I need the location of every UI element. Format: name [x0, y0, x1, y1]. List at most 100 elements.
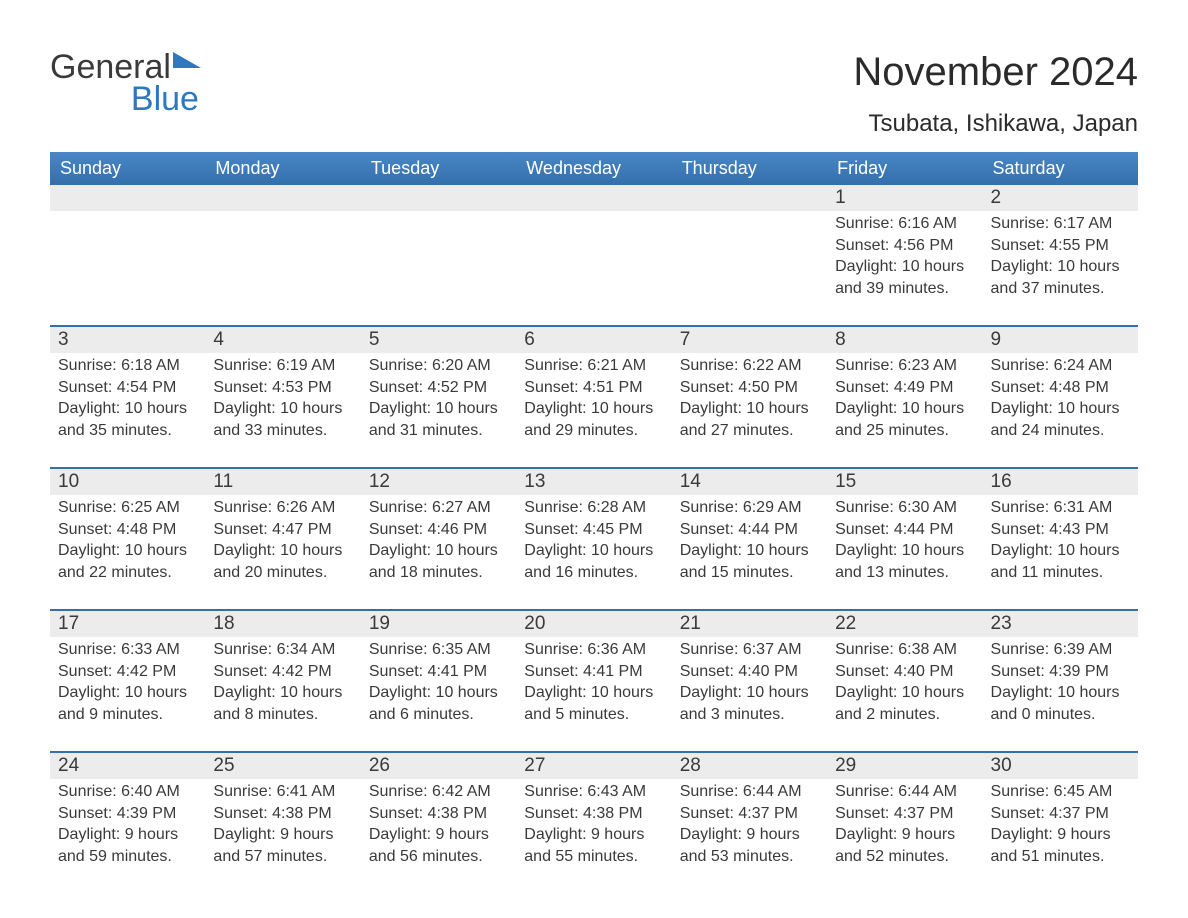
day-of-week-label: Friday: [827, 152, 982, 185]
sunset-text: Sunset: 4:37 PM: [835, 803, 974, 825]
day-cell: [672, 211, 827, 307]
sunrise-text: Sunrise: 6:42 AM: [369, 781, 508, 803]
sunrise-text: Sunrise: 6:22 AM: [680, 355, 819, 377]
day-number: 20: [516, 611, 671, 637]
sunrise-text: Sunrise: 6:28 AM: [524, 497, 663, 519]
sunset-text: Sunset: 4:56 PM: [835, 235, 974, 257]
day-number: 1: [827, 185, 982, 211]
day-number: 4: [205, 327, 360, 353]
day-number-row: 3456789: [50, 327, 1138, 353]
sunset-text: Sunset: 4:43 PM: [991, 519, 1130, 541]
daylight-text: Daylight: 10 hours and 22 minutes.: [58, 540, 197, 583]
day-cell: Sunrise: 6:23 AMSunset: 4:49 PMDaylight:…: [827, 353, 982, 449]
day-number: 22: [827, 611, 982, 637]
day-cell: Sunrise: 6:19 AMSunset: 4:53 PMDaylight:…: [205, 353, 360, 449]
daylight-text: Daylight: 10 hours and 37 minutes.: [991, 256, 1130, 299]
daylight-text: Daylight: 10 hours and 29 minutes.: [524, 398, 663, 441]
sunrise-text: Sunrise: 6:20 AM: [369, 355, 508, 377]
calendar: SundayMondayTuesdayWednesdayThursdayFrid…: [50, 152, 1138, 875]
sunset-text: Sunset: 4:40 PM: [835, 661, 974, 683]
day-cell: Sunrise: 6:26 AMSunset: 4:47 PMDaylight:…: [205, 495, 360, 591]
sunset-text: Sunset: 4:38 PM: [524, 803, 663, 825]
day-cell: Sunrise: 6:36 AMSunset: 4:41 PMDaylight:…: [516, 637, 671, 733]
daylight-text: Daylight: 10 hours and 11 minutes.: [991, 540, 1130, 583]
day-number: 28: [672, 753, 827, 779]
sunrise-text: Sunrise: 6:31 AM: [991, 497, 1130, 519]
sunset-text: Sunset: 4:44 PM: [835, 519, 974, 541]
day-number: 24: [50, 753, 205, 779]
daylight-text: Daylight: 10 hours and 35 minutes.: [58, 398, 197, 441]
day-cell: Sunrise: 6:42 AMSunset: 4:38 PMDaylight:…: [361, 779, 516, 875]
day-number: 9: [983, 327, 1138, 353]
sunset-text: Sunset: 4:52 PM: [369, 377, 508, 399]
day-number: 2: [983, 185, 1138, 211]
sunrise-text: Sunrise: 6:21 AM: [524, 355, 663, 377]
sunset-text: Sunset: 4:48 PM: [58, 519, 197, 541]
day-cell: Sunrise: 6:33 AMSunset: 4:42 PMDaylight:…: [50, 637, 205, 733]
day-cell: Sunrise: 6:39 AMSunset: 4:39 PMDaylight:…: [983, 637, 1138, 733]
daylight-text: Daylight: 10 hours and 13 minutes.: [835, 540, 974, 583]
day-cell: Sunrise: 6:21 AMSunset: 4:51 PMDaylight:…: [516, 353, 671, 449]
sunrise-text: Sunrise: 6:23 AM: [835, 355, 974, 377]
week: 17181920212223Sunrise: 6:33 AMSunset: 4:…: [50, 609, 1138, 733]
sunset-text: Sunset: 4:40 PM: [680, 661, 819, 683]
day-cell: Sunrise: 6:41 AMSunset: 4:38 PMDaylight:…: [205, 779, 360, 875]
title-block: November 2024 Tsubata, Ishikawa, Japan: [853, 50, 1138, 138]
day-number: 17: [50, 611, 205, 637]
daylight-text: Daylight: 10 hours and 2 minutes.: [835, 682, 974, 725]
daylight-text: Daylight: 10 hours and 33 minutes.: [213, 398, 352, 441]
day-body-row: Sunrise: 6:40 AMSunset: 4:39 PMDaylight:…: [50, 779, 1138, 875]
daylight-text: Daylight: 10 hours and 5 minutes.: [524, 682, 663, 725]
day-cell: Sunrise: 6:22 AMSunset: 4:50 PMDaylight:…: [672, 353, 827, 449]
day-cell: Sunrise: 6:35 AMSunset: 4:41 PMDaylight:…: [361, 637, 516, 733]
header: General Blue November 2024 Tsubata, Ishi…: [50, 50, 1138, 138]
day-cell: [50, 211, 205, 307]
daylight-text: Daylight: 9 hours and 52 minutes.: [835, 824, 974, 867]
sunrise-text: Sunrise: 6:44 AM: [680, 781, 819, 803]
day-of-week-label: Wednesday: [516, 152, 671, 185]
sunset-text: Sunset: 4:45 PM: [524, 519, 663, 541]
day-cell: [361, 211, 516, 307]
day-number-row: 24252627282930: [50, 753, 1138, 779]
day-cell: Sunrise: 6:40 AMSunset: 4:39 PMDaylight:…: [50, 779, 205, 875]
flag-icon: [173, 52, 201, 68]
day-cell: Sunrise: 6:25 AMSunset: 4:48 PMDaylight:…: [50, 495, 205, 591]
day-number: 8: [827, 327, 982, 353]
day-cell: Sunrise: 6:43 AMSunset: 4:38 PMDaylight:…: [516, 779, 671, 875]
day-cell: Sunrise: 6:37 AMSunset: 4:40 PMDaylight:…: [672, 637, 827, 733]
day-number-row: 17181920212223: [50, 611, 1138, 637]
day-number: 6: [516, 327, 671, 353]
sunset-text: Sunset: 4:48 PM: [991, 377, 1130, 399]
daylight-text: Daylight: 10 hours and 39 minutes.: [835, 256, 974, 299]
logo: General Blue: [50, 50, 201, 116]
daylight-text: Daylight: 10 hours and 15 minutes.: [680, 540, 819, 583]
sunrise-text: Sunrise: 6:44 AM: [835, 781, 974, 803]
day-cell: Sunrise: 6:44 AMSunset: 4:37 PMDaylight:…: [827, 779, 982, 875]
day-number: 27: [516, 753, 671, 779]
day-body-row: Sunrise: 6:16 AMSunset: 4:56 PMDaylight:…: [50, 211, 1138, 307]
sunrise-text: Sunrise: 6:43 AM: [524, 781, 663, 803]
daylight-text: Daylight: 10 hours and 31 minutes.: [369, 398, 508, 441]
sunset-text: Sunset: 4:44 PM: [680, 519, 819, 541]
logo-word-blue: Blue: [50, 82, 201, 116]
day-number: [672, 185, 827, 211]
sunrise-text: Sunrise: 6:45 AM: [991, 781, 1130, 803]
daylight-text: Daylight: 9 hours and 56 minutes.: [369, 824, 508, 867]
day-of-week-label: Tuesday: [361, 152, 516, 185]
daylight-text: Daylight: 9 hours and 51 minutes.: [991, 824, 1130, 867]
sunrise-text: Sunrise: 6:33 AM: [58, 639, 197, 661]
week: 10111213141516Sunrise: 6:25 AMSunset: 4:…: [50, 467, 1138, 591]
day-of-week-label: Thursday: [672, 152, 827, 185]
daylight-text: Daylight: 9 hours and 53 minutes.: [680, 824, 819, 867]
daylight-text: Daylight: 10 hours and 18 minutes.: [369, 540, 508, 583]
sunrise-text: Sunrise: 6:40 AM: [58, 781, 197, 803]
daylight-text: Daylight: 10 hours and 16 minutes.: [524, 540, 663, 583]
sunset-text: Sunset: 4:37 PM: [680, 803, 819, 825]
daylight-text: Daylight: 10 hours and 8 minutes.: [213, 682, 352, 725]
sunset-text: Sunset: 4:46 PM: [369, 519, 508, 541]
day-number: 29: [827, 753, 982, 779]
day-number: 15: [827, 469, 982, 495]
day-of-week-header: SundayMondayTuesdayWednesdayThursdayFrid…: [50, 152, 1138, 185]
day-number-row: 12: [50, 185, 1138, 211]
day-cell: Sunrise: 6:34 AMSunset: 4:42 PMDaylight:…: [205, 637, 360, 733]
